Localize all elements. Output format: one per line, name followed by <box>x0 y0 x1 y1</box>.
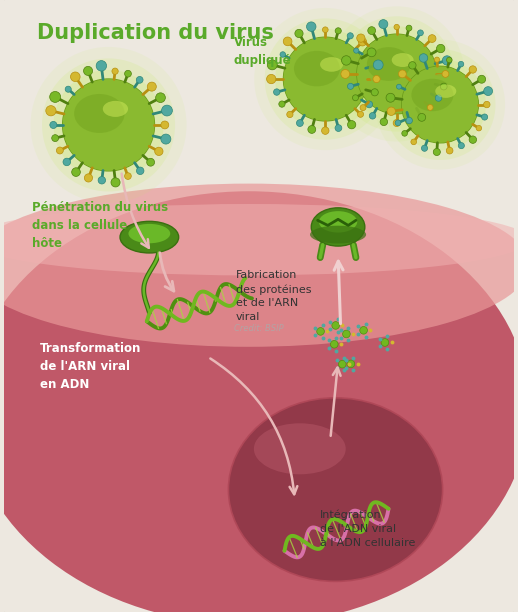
Circle shape <box>447 147 453 154</box>
Circle shape <box>136 76 143 83</box>
Text: Duplication du virus: Duplication du virus <box>37 23 274 43</box>
Circle shape <box>442 70 449 77</box>
Circle shape <box>287 111 293 118</box>
Ellipse shape <box>384 49 496 160</box>
Circle shape <box>71 168 80 176</box>
Ellipse shape <box>42 58 175 192</box>
Ellipse shape <box>349 26 444 122</box>
Ellipse shape <box>53 70 164 180</box>
Circle shape <box>469 136 477 143</box>
Ellipse shape <box>128 224 170 244</box>
Text: Virus
dupliqué: Virus dupliqué <box>234 35 291 67</box>
Circle shape <box>435 57 440 62</box>
Circle shape <box>296 119 304 127</box>
Circle shape <box>283 37 367 121</box>
Circle shape <box>332 322 339 329</box>
Circle shape <box>63 158 70 166</box>
Circle shape <box>357 34 437 114</box>
Circle shape <box>433 149 440 155</box>
Circle shape <box>357 111 364 118</box>
Circle shape <box>307 22 316 31</box>
Circle shape <box>396 84 401 89</box>
Circle shape <box>335 28 341 34</box>
Circle shape <box>394 24 399 30</box>
Circle shape <box>341 70 350 78</box>
Circle shape <box>368 27 376 34</box>
Circle shape <box>98 176 106 184</box>
Text: Transformation
de l'ARN viral
en ADN: Transformation de l'ARN viral en ADN <box>40 341 141 390</box>
Circle shape <box>366 101 372 108</box>
Circle shape <box>111 178 120 187</box>
Circle shape <box>369 113 376 119</box>
Circle shape <box>419 54 428 62</box>
Circle shape <box>50 91 61 102</box>
Circle shape <box>360 105 366 111</box>
Circle shape <box>428 35 436 42</box>
Text: Fabrication
des protéines
et de l'ARN
viral: Fabrication des protéines et de l'ARN vi… <box>236 271 311 322</box>
Circle shape <box>330 340 338 348</box>
Circle shape <box>308 125 316 133</box>
Ellipse shape <box>320 57 343 72</box>
Circle shape <box>402 130 408 136</box>
Circle shape <box>380 118 387 125</box>
Circle shape <box>70 72 80 81</box>
Circle shape <box>162 105 172 116</box>
Ellipse shape <box>369 42 428 98</box>
Circle shape <box>478 75 486 83</box>
Circle shape <box>283 37 292 46</box>
Ellipse shape <box>296 46 359 104</box>
Circle shape <box>335 125 342 132</box>
Circle shape <box>458 143 465 149</box>
Circle shape <box>437 44 445 53</box>
Circle shape <box>352 95 358 101</box>
Ellipse shape <box>413 74 471 127</box>
Circle shape <box>348 83 354 89</box>
Ellipse shape <box>254 8 396 150</box>
Circle shape <box>418 30 423 35</box>
Circle shape <box>136 167 144 174</box>
Circle shape <box>316 327 324 335</box>
Circle shape <box>386 93 395 102</box>
Circle shape <box>348 121 356 129</box>
Circle shape <box>422 145 427 151</box>
Ellipse shape <box>275 29 376 129</box>
Circle shape <box>373 60 383 70</box>
Ellipse shape <box>77 88 145 152</box>
Circle shape <box>402 66 478 143</box>
Circle shape <box>50 121 57 129</box>
Ellipse shape <box>294 51 340 86</box>
Circle shape <box>440 83 447 90</box>
Circle shape <box>367 48 376 57</box>
Circle shape <box>406 118 412 124</box>
Circle shape <box>357 34 437 114</box>
Ellipse shape <box>0 204 518 275</box>
Circle shape <box>476 125 482 131</box>
Circle shape <box>354 48 359 53</box>
Ellipse shape <box>228 398 442 581</box>
Ellipse shape <box>319 211 357 233</box>
Circle shape <box>482 114 487 120</box>
Circle shape <box>435 95 442 102</box>
Ellipse shape <box>392 53 413 67</box>
Circle shape <box>63 79 154 171</box>
Ellipse shape <box>31 47 186 203</box>
Circle shape <box>418 113 426 121</box>
Circle shape <box>393 119 400 127</box>
Circle shape <box>267 60 277 70</box>
Text: Credit: BSIP: Credit: BSIP <box>234 324 284 334</box>
Circle shape <box>398 70 406 78</box>
Text: Pénétration du virus
dans la cellule
hôte: Pénétration du virus dans la cellule hôt… <box>32 201 168 250</box>
Ellipse shape <box>0 192 518 612</box>
Ellipse shape <box>394 59 486 151</box>
Circle shape <box>147 159 154 166</box>
Circle shape <box>358 38 367 46</box>
Circle shape <box>161 121 169 129</box>
Circle shape <box>155 147 163 155</box>
Ellipse shape <box>120 222 179 253</box>
Circle shape <box>52 135 59 141</box>
Ellipse shape <box>0 184 518 347</box>
Circle shape <box>469 66 477 73</box>
Circle shape <box>484 102 490 108</box>
Circle shape <box>147 82 156 91</box>
